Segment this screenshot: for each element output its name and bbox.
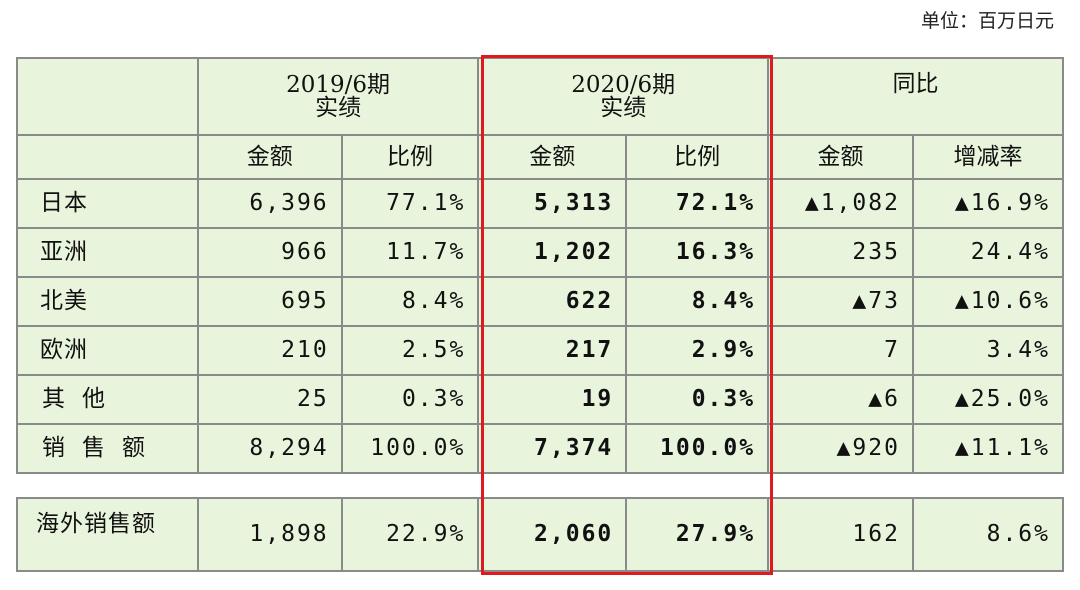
ratio-2019: 11.7% bbox=[340, 227, 480, 278]
row-label: 其他 bbox=[16, 374, 199, 425]
amount-2020: 7,374 bbox=[477, 423, 628, 474]
yoy-amount: ▲73 bbox=[767, 276, 914, 327]
sub-amount-2020: 金额 bbox=[477, 134, 628, 180]
row-label: 销售额 bbox=[16, 423, 199, 474]
sub-amount-yoy: 金额 bbox=[767, 134, 914, 180]
amount-2019: 6,396 bbox=[196, 178, 343, 229]
amount-2020: 217 bbox=[477, 325, 628, 376]
amount-2020: 2,060 bbox=[477, 497, 628, 572]
subheader-row: 金额 比例 金额 比例 金额 增减率 bbox=[16, 134, 1065, 180]
ratio-2020: 2.9% bbox=[625, 325, 770, 376]
table-row: 其他 25 0.3% 19 0.3% ▲6 ▲25.0% bbox=[16, 374, 1065, 425]
total-row: 销售额 8,294 100.0% 7,374 100.0% ▲920 ▲11.1… bbox=[16, 423, 1065, 474]
amount-2020: 622 bbox=[477, 276, 628, 327]
ratio-2019: 8.4% bbox=[340, 276, 480, 327]
ratio-2019: 22.9% bbox=[340, 497, 480, 572]
ratio-2020: 100.0% bbox=[625, 423, 770, 474]
yoy-amount: ▲6 bbox=[767, 374, 914, 425]
period-2019-label: 2019/6期 bbox=[286, 71, 391, 98]
yoy-amount: ▲920 bbox=[767, 423, 914, 474]
ratio-2020: 16.3% bbox=[625, 227, 770, 278]
unit-label: 单位：百万日元 bbox=[920, 10, 1054, 32]
sub-amount-2019: 金额 bbox=[196, 134, 343, 180]
sales-table: 2019/6期 实绩 2020/6期 实绩 同比 金额 比例 金额 比例 金额 … bbox=[16, 57, 1065, 572]
row-label: 欧洲 bbox=[16, 325, 199, 376]
actual-2020-label: 实绩 bbox=[600, 94, 647, 121]
yoy-rate: 8.6% bbox=[911, 497, 1065, 572]
yoy-rate: ▲25.0% bbox=[911, 374, 1065, 425]
amount-2019: 695 bbox=[196, 276, 343, 327]
ratio-2019: 0.3% bbox=[340, 374, 480, 425]
row-label: 北美 bbox=[16, 276, 199, 327]
spacer-cell bbox=[17, 472, 1063, 499]
ratio-2020: 0.3% bbox=[625, 374, 770, 425]
yoy-rate: ▲16.9% bbox=[911, 178, 1065, 229]
amount-2019: 25 bbox=[196, 374, 343, 425]
row-label: 日本 bbox=[16, 178, 199, 229]
yoy-rate: 24.4% bbox=[911, 227, 1065, 278]
yoy-label: 同比 bbox=[892, 71, 939, 97]
amount-2020: 5,313 bbox=[477, 178, 628, 229]
header-2019: 2019/6期 实绩 bbox=[196, 57, 480, 136]
sub-rate-yoy: 增减率 bbox=[911, 134, 1065, 180]
yoy-rate: ▲10.6% bbox=[911, 276, 1065, 327]
header-yoy: 同比 bbox=[767, 57, 1064, 136]
amount-2019: 1,898 bbox=[196, 497, 343, 572]
header-2020: 2020/6期 实绩 bbox=[477, 57, 770, 136]
header-row: 2019/6期 实绩 2020/6期 实绩 同比 bbox=[16, 57, 1064, 136]
ratio-2019: 77.1% bbox=[340, 178, 480, 229]
amount-2020: 1,202 bbox=[477, 227, 628, 278]
yoy-rate: 3.4% bbox=[911, 325, 1065, 376]
table-row: 北美 695 8.4% 622 8.4% ▲73 ▲10.6% bbox=[16, 276, 1065, 327]
corner-cell bbox=[16, 57, 199, 136]
sub-ratio-2019: 比例 bbox=[340, 134, 480, 180]
yoy-amount: 235 bbox=[767, 227, 914, 278]
yoy-rate: ▲11.1% bbox=[911, 423, 1065, 474]
yoy-amount: ▲1,082 bbox=[767, 178, 914, 229]
yoy-amount: 162 bbox=[767, 497, 914, 572]
table-row: 亚洲 966 11.7% 1,202 16.3% 235 24.4% bbox=[16, 227, 1065, 278]
ratio-2019: 100.0% bbox=[340, 423, 480, 474]
table-row: 欧洲 210 2.5% 217 2.9% 7 3.4% bbox=[16, 325, 1065, 376]
row-label: 海外销售额 bbox=[16, 497, 199, 572]
yoy-amount: 7 bbox=[767, 325, 914, 376]
overseas-row: 海外销售额 1,898 22.9% 2,060 27.9% 162 8.6% bbox=[16, 497, 1065, 572]
actual-2019-label: 实绩 bbox=[315, 94, 362, 121]
amount-2019: 8,294 bbox=[196, 423, 343, 474]
period-2020-label: 2020/6期 bbox=[571, 71, 676, 98]
ratio-2019: 2.5% bbox=[340, 325, 480, 376]
amount-2019: 966 bbox=[196, 227, 343, 278]
sub-ratio-2020: 比例 bbox=[625, 134, 770, 180]
ratio-2020: 27.9% bbox=[625, 497, 770, 572]
spacer-row bbox=[17, 472, 1063, 499]
ratio-2020: 72.1% bbox=[625, 178, 770, 229]
corner-sub-cell bbox=[16, 134, 199, 180]
amount-2020: 19 bbox=[477, 374, 628, 425]
row-label: 亚洲 bbox=[16, 227, 199, 278]
table-row: 日本 6,396 77.1% 5,313 72.1% ▲1,082 ▲16.9% bbox=[16, 178, 1065, 229]
ratio-2020: 8.4% bbox=[625, 276, 770, 327]
amount-2019: 210 bbox=[196, 325, 343, 376]
